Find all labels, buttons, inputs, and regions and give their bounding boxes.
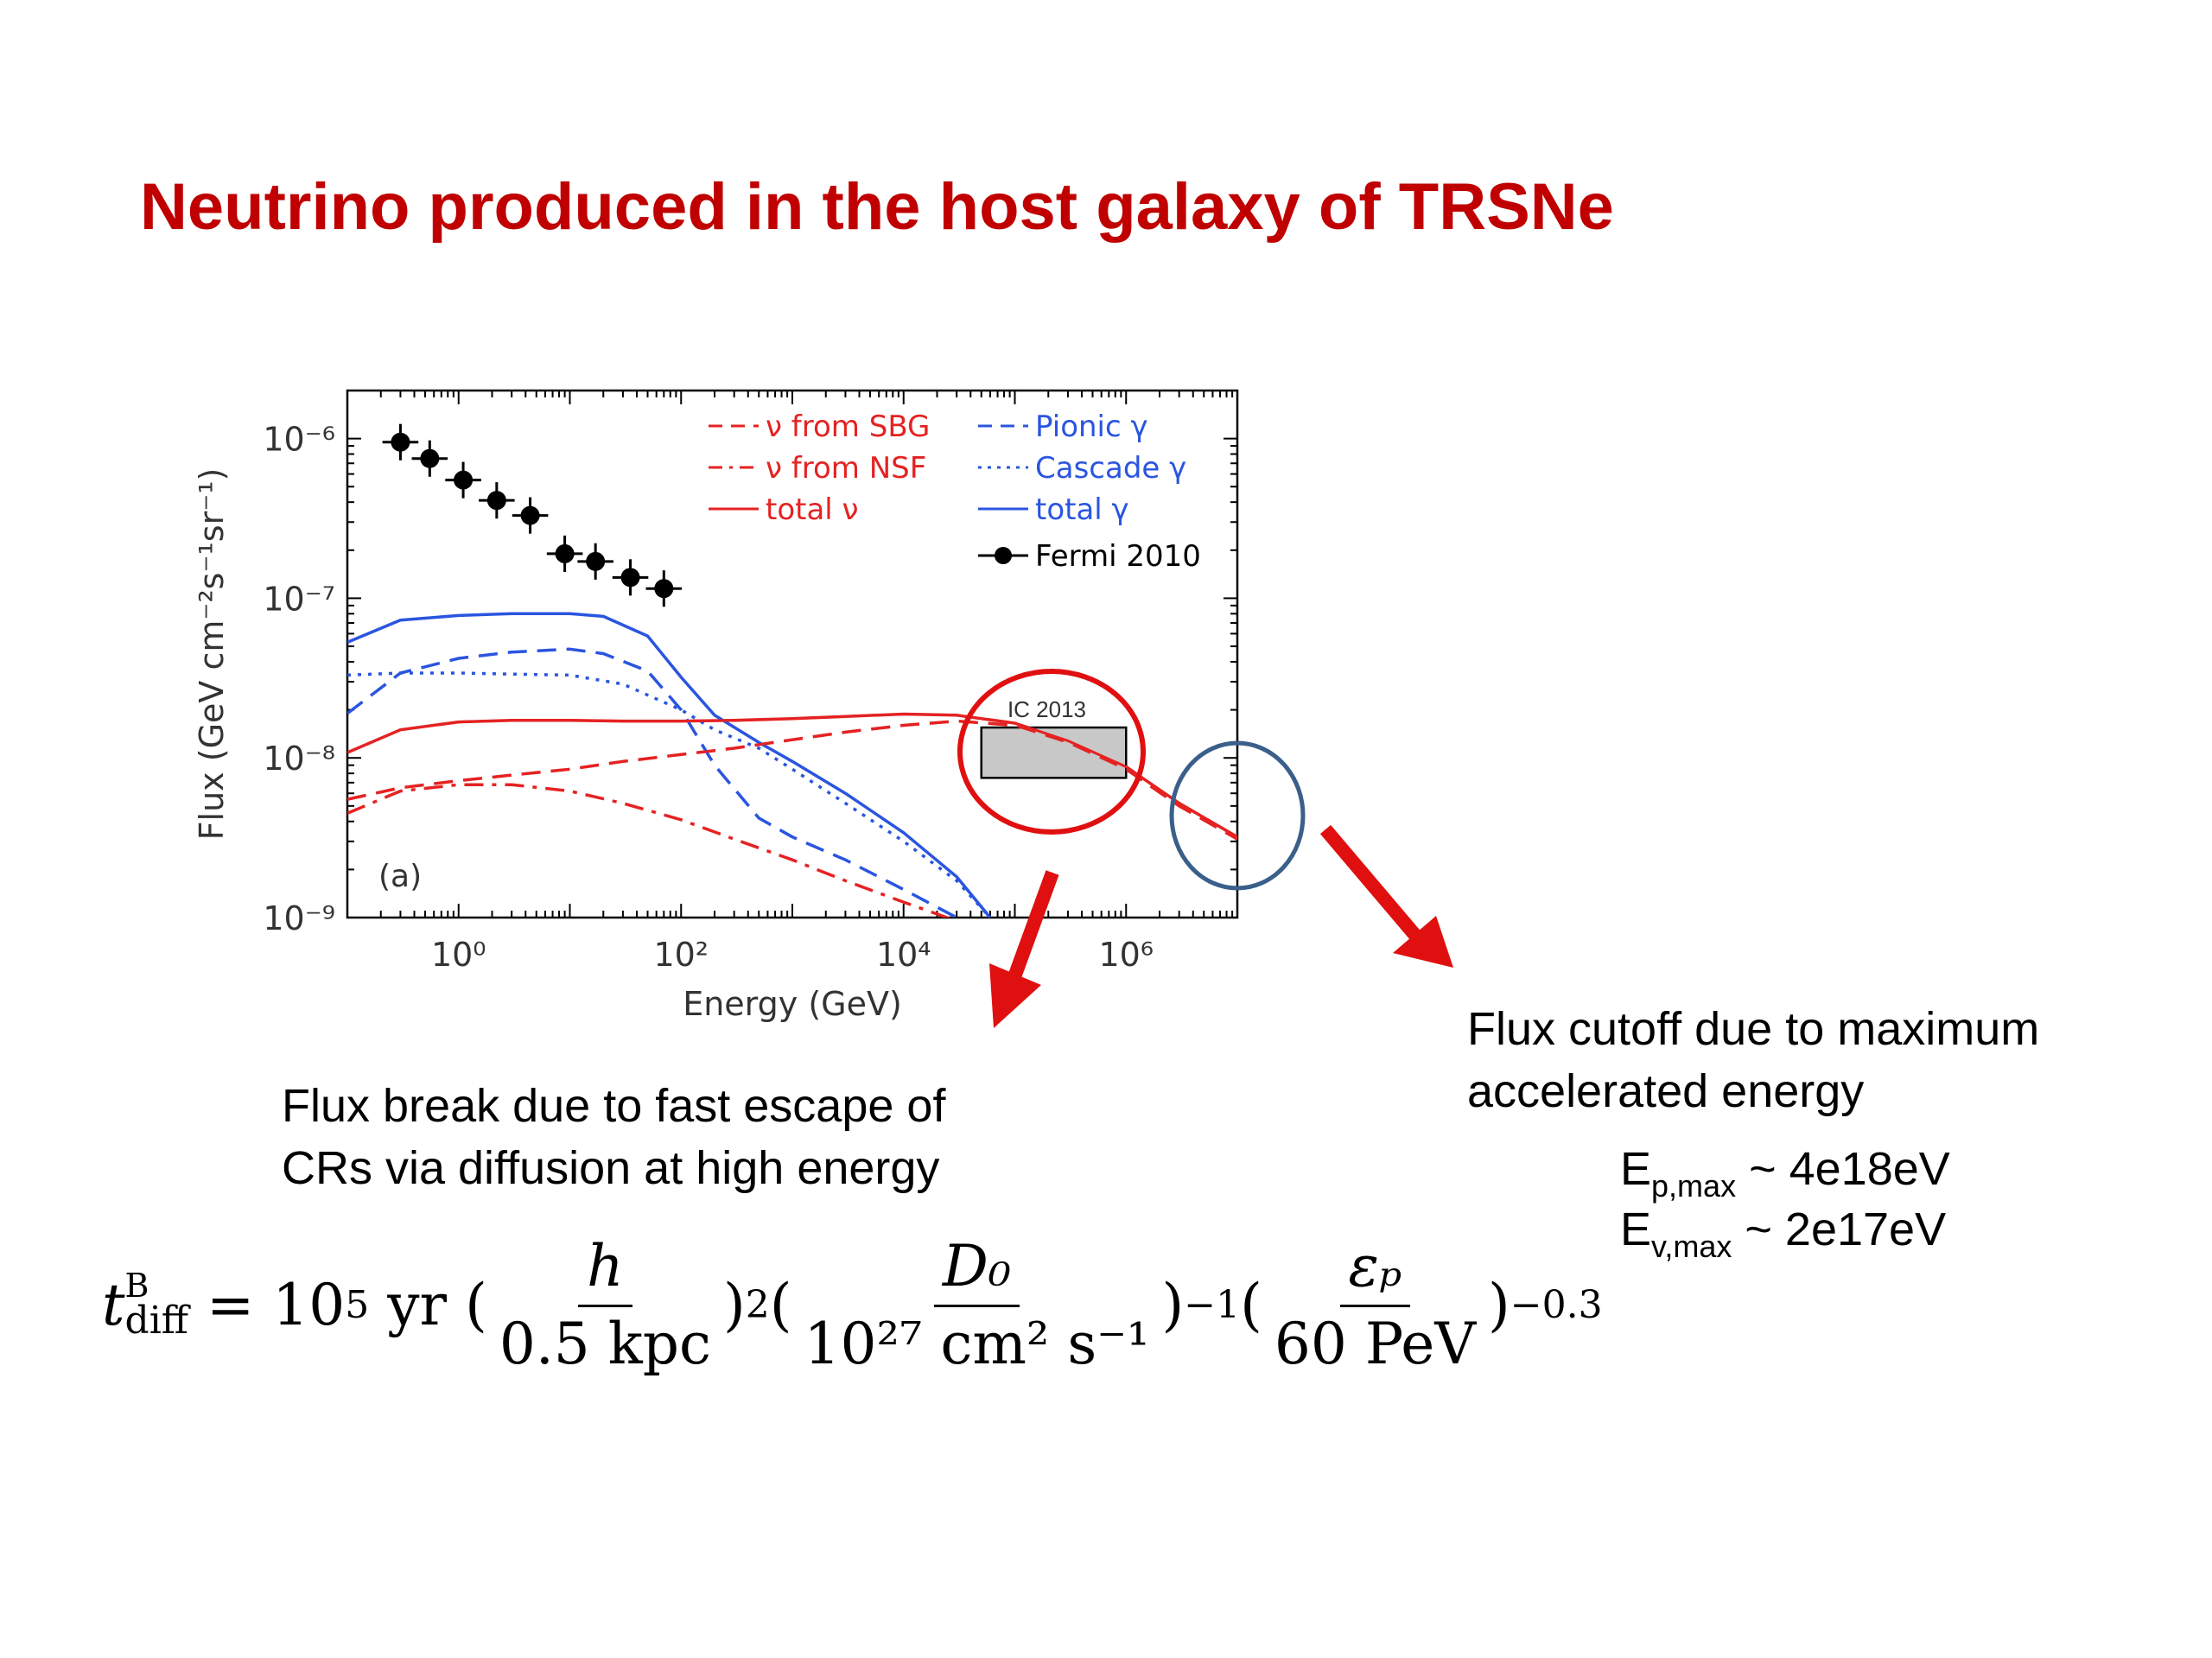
legend-label: total γ (1035, 492, 1129, 527)
fraction-ep: εₚ 60 PeV (1266, 1233, 1484, 1377)
fermi-point (620, 568, 640, 588)
x-tick-label: 10⁶ (1098, 936, 1154, 974)
fermi-point (391, 432, 410, 452)
fermi-point (586, 551, 606, 571)
fraction-h: h 0.5 kpc (491, 1233, 720, 1377)
fermi-point (486, 491, 506, 511)
legend-label: Cascade γ (1035, 451, 1186, 486)
formula-yr: yr ( (369, 1271, 487, 1338)
red-highlight-circle (957, 669, 1146, 835)
y-axis-label: Flux (GeV cm⁻²s⁻¹sr⁻¹) (193, 468, 231, 841)
flux-cutoff-annotation: Flux cutoff due to maximum accelerated e… (1467, 998, 2039, 1122)
fermi-point (520, 505, 540, 525)
series-line (347, 647, 958, 918)
flux-cutoff-line2: accelerated energy (1467, 1065, 1865, 1117)
formula-pow1: 2 (745, 1282, 770, 1327)
blue-highlight-circle (1169, 740, 1306, 891)
formula-pow3: −0.3 (1510, 1282, 1603, 1327)
legend-label: total ν (766, 492, 859, 527)
series-line (347, 783, 951, 918)
fraction-ep-den: 60 PeV (1274, 1310, 1477, 1377)
y-tick-label: 10⁻⁸ (263, 740, 335, 778)
flux-break-line1: Flux break due to fast escape of (282, 1080, 946, 1132)
panel-label: (a) (378, 859, 422, 894)
ev-max-symbol: E (1620, 1204, 1652, 1255)
fraction-ep-num: εₚ (1339, 1233, 1411, 1307)
fraction-d0: D₀ 10²⁷ cm² s⁻¹ (795, 1233, 1158, 1377)
fraction-d0-num: D₀ (933, 1233, 1020, 1307)
ev-max-value: ~ 2e17eV (1732, 1204, 1947, 1255)
fermi-point (420, 448, 440, 468)
legend-label: ν from NSF (766, 451, 926, 486)
series-line-overlay (347, 712, 1237, 838)
ic2013-label: IC 2013 (1007, 696, 1086, 722)
legend-label: Fermi 2010 (1035, 539, 1201, 574)
formula-close1: ) (722, 1271, 746, 1338)
y-tick-label: 10⁻⁶ (263, 421, 335, 459)
slide-title: Neutrino produced in the host galaxy of … (140, 170, 1614, 244)
formula-close2: ) (1161, 1271, 1185, 1338)
x-tick-label: 10² (653, 936, 709, 974)
formula-t-sub: diff (124, 1299, 189, 1343)
fermi-point (454, 470, 474, 490)
series-line-overlay (347, 720, 1237, 841)
formula-open2: ( (769, 1271, 792, 1338)
ev-max-line: Ev,max ~ 2e17eV (1620, 1203, 1946, 1265)
fraction-h-num: h (578, 1233, 632, 1307)
ep-max-value: ~ 4e18eV (1736, 1143, 1950, 1195)
legend-label: Pionic γ (1035, 410, 1148, 444)
series-line (347, 671, 992, 918)
legend-label: ν from SBG (766, 410, 930, 444)
formula-t: t (102, 1271, 125, 1338)
ep-max-line: Ep,max ~ 4e18eV (1620, 1142, 1950, 1204)
flux-break-annotation: Flux break due to fast escape of CRs via… (282, 1075, 945, 1199)
ep-max-subscript: p,max (1651, 1168, 1737, 1204)
series-line (347, 612, 992, 918)
fermi-point (555, 543, 575, 563)
flux-cutoff-line1: Flux cutoff due to maximum (1467, 1003, 2040, 1055)
fraction-d0-den: 10²⁷ cm² s⁻¹ (804, 1310, 1150, 1377)
x-tick-label: 10⁰ (431, 936, 486, 974)
arrow-flux-break (989, 870, 1059, 1028)
formula-t-sup: B (124, 1267, 149, 1305)
fermi-point (654, 579, 674, 599)
x-tick-label: 10⁴ (876, 936, 931, 974)
legend-swatch-point (995, 547, 1012, 564)
formula-close3: ) (1488, 1271, 1510, 1338)
y-tick-label: 10⁻⁹ (263, 899, 335, 937)
formula-open3: ( (1240, 1271, 1262, 1338)
fraction-h-den: 0.5 kpc (499, 1310, 711, 1377)
arrow-flux-cutoff (1319, 824, 1453, 968)
ev-max-subscript: v,max (1651, 1229, 1732, 1264)
formula-exp5: 5 (345, 1282, 370, 1327)
flux-break-line2: CRs via diffusion at high energy (282, 1142, 940, 1194)
x-axis-label: Energy (GeV) (683, 985, 902, 1023)
ep-max-symbol: E (1620, 1143, 1652, 1195)
formula-pow2: −1 (1184, 1282, 1241, 1327)
y-tick-label: 10⁻⁷ (263, 580, 335, 618)
diffusion-time-formula: t B diff = 10 5 yr ( h 0.5 kpc ) 2 ( D₀ … (102, 1218, 1603, 1391)
formula-equals: = 10 (188, 1271, 346, 1338)
